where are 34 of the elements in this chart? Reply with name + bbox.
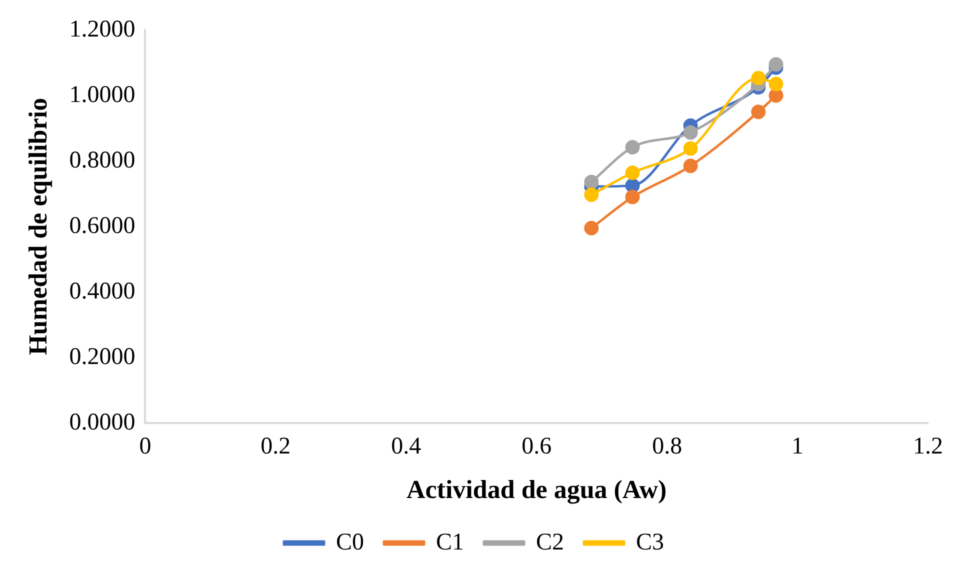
point [584,174,599,190]
y-tick-label: 0.2000 [69,344,136,370]
point [625,140,640,154]
point [625,190,640,204]
point [768,57,784,72]
y-tick-label: 1.2000 [69,16,136,42]
y-tick-label: 1.0000 [69,82,136,108]
x-tick-label: 0.4 [391,434,422,460]
y-tick-label: 0.4000 [69,278,136,304]
x-tick-label: 0 [139,434,152,460]
x-tick-label: 0.8 [652,434,682,460]
y-tick-label: 0.8000 [69,147,136,174]
y-tick-label: 0.0000 [69,409,136,436]
point [768,76,784,92]
x-tick-label: 1 [792,434,804,460]
x-tick-label: 0.6 [522,434,552,460]
y-axis-title: Humedad de equilibrio [23,98,52,356]
point [625,166,640,180]
legend-label: C1 [436,529,464,556]
legend-label: C2 [536,529,564,556]
y-tick-label: 0.6000 [69,212,136,239]
x-axis-title: Actividad de agua (Aw) [406,475,667,504]
legend-label: C0 [336,529,364,556]
legend-label: C3 [636,529,664,556]
point [751,104,766,120]
point [683,125,698,140]
point [584,220,599,236]
point [751,70,766,86]
point [768,88,784,103]
point [683,141,698,156]
x-tick-label: 1.2 [913,434,943,460]
point [683,158,698,174]
point [584,187,599,202]
x-tick-label: 0.2 [260,434,291,460]
